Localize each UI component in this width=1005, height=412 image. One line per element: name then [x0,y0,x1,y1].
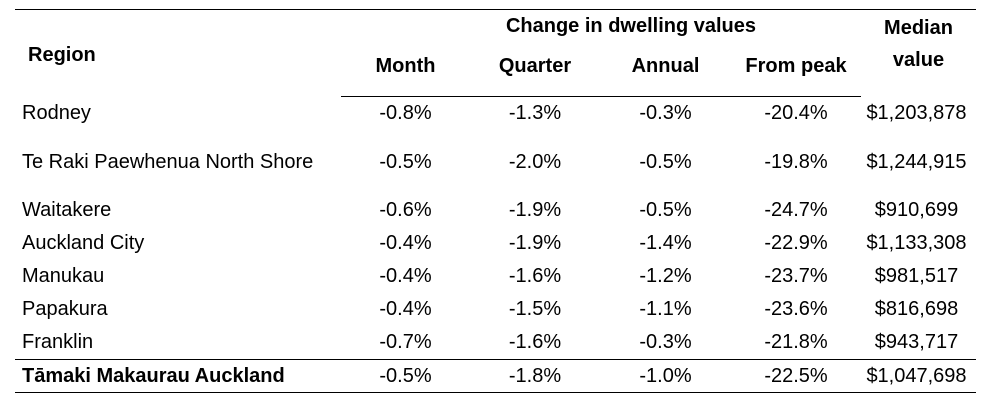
month-cell: -0.4% [379,298,432,320]
quarter-cell: -1.3% [508,102,562,124]
header-row-sub: Month Quarter Annual From peak [15,38,976,97]
month-cell: -0.7% [379,331,432,353]
quarter-cell: -2.0% [508,150,562,173]
from-peak-cell: -19.8% [764,150,828,173]
median-header-line1: Median [884,17,953,39]
month-cell: -0.6% [379,199,432,221]
quarter-cell: -1.6% [508,331,562,353]
table-row: Manukau -0.4% -1.6% -1.2% -23.7% $981,51… [15,260,976,293]
median-value-cell: $943,717 [874,331,959,353]
header-row-group: Region Change in dwelling values Median … [15,9,976,97]
table-row: Waitakere -0.6% -1.9% -0.5% -24.7% $910,… [15,194,976,227]
region-cell: Manukau [22,265,105,287]
region-cell: Auckland City [22,232,145,254]
month-cell: -0.8% [379,102,432,124]
table-row: Auckland City -0.4% -1.9% -1.4% -22.9% $… [15,227,976,260]
table-row: Franklin -0.7% -1.6% -0.3% -21.8% $943,7… [15,326,976,360]
change-group-header: Change in dwelling values [341,9,861,38]
annual-cell: -0.5% [639,199,692,221]
median-value-column-header: Median value [861,9,976,97]
quarter-cell: -1.5% [508,298,562,320]
total-month-cell: -0.5% [341,359,470,393]
from-peak-cell: -20.4% [764,102,828,124]
from-peak-cell: -23.6% [764,298,828,320]
region-cell: Rodney [22,101,91,124]
median-value-cell: $1,133,308 [866,232,967,254]
month-cell: -0.5% [379,150,432,173]
region-column-header: Region [15,9,341,97]
median-value-cell: $1,203,878 [866,101,967,124]
month-cell: -0.4% [379,265,432,287]
median-value-cell: $816,698 [874,298,959,320]
median-header-line2: value [892,49,945,71]
region-cell: Waitakere [22,199,112,221]
table-row: Te Raki Paewhenua North Shore -0.5% -2.0… [15,130,976,194]
annual-cell: -1.4% [639,232,692,254]
from-peak-cell: -24.7% [764,199,828,221]
quarter-cell: -1.9% [508,232,562,254]
median-value-cell: $1,244,915 [866,150,967,173]
from-peak-column-header: From peak [731,38,861,97]
total-median-value-cell: $1,047,698 [861,359,976,393]
total-from-peak-cell: -22.5% [731,359,861,393]
annual-cell: -0.5% [639,150,692,173]
annual-cell: -1.1% [639,298,692,320]
total-quarter-cell: -1.8% [470,359,600,393]
month-column-header: Month [341,38,470,97]
annual-column-header: Annual [600,38,731,97]
median-value-cell: $910,699 [874,199,959,221]
from-peak-cell: -23.7% [764,265,828,287]
table-header: Region Change in dwelling values Median … [15,9,976,97]
region-cell: Te Raki Paewhenua North Shore [22,150,314,173]
quarter-cell: -1.9% [508,199,562,221]
annual-cell: -0.3% [639,102,692,124]
table-body: Rodney -0.8% -1.3% -0.3% -20.4% $1,203,8… [15,97,976,393]
table-row: Papakura -0.4% -1.5% -1.1% -23.6% $816,6… [15,293,976,326]
total-row: Tāmaki Makaurau Auckland -0.5% -1.8% -1.… [15,359,976,393]
region-cell: Franklin [22,331,94,353]
month-cell: -0.4% [379,232,432,254]
annual-cell: -1.2% [639,265,692,287]
table-row: Rodney -0.8% -1.3% -0.3% -20.4% $1,203,8… [15,97,976,131]
quarter-cell: -1.6% [508,265,562,287]
from-peak-cell: -21.8% [764,331,828,353]
total-annual-cell: -1.0% [600,359,731,393]
quarter-column-header: Quarter [470,38,600,97]
dwelling-values-table-container: Region Change in dwelling values Median … [15,9,976,393]
total-region-cell: Tāmaki Makaurau Auckland [15,359,341,393]
annual-cell: -0.3% [639,331,692,353]
region-cell: Papakura [22,298,108,320]
median-value-cell: $981,517 [874,265,959,287]
dwelling-values-table: Region Change in dwelling values Median … [15,9,976,393]
from-peak-cell: -22.9% [764,232,828,254]
